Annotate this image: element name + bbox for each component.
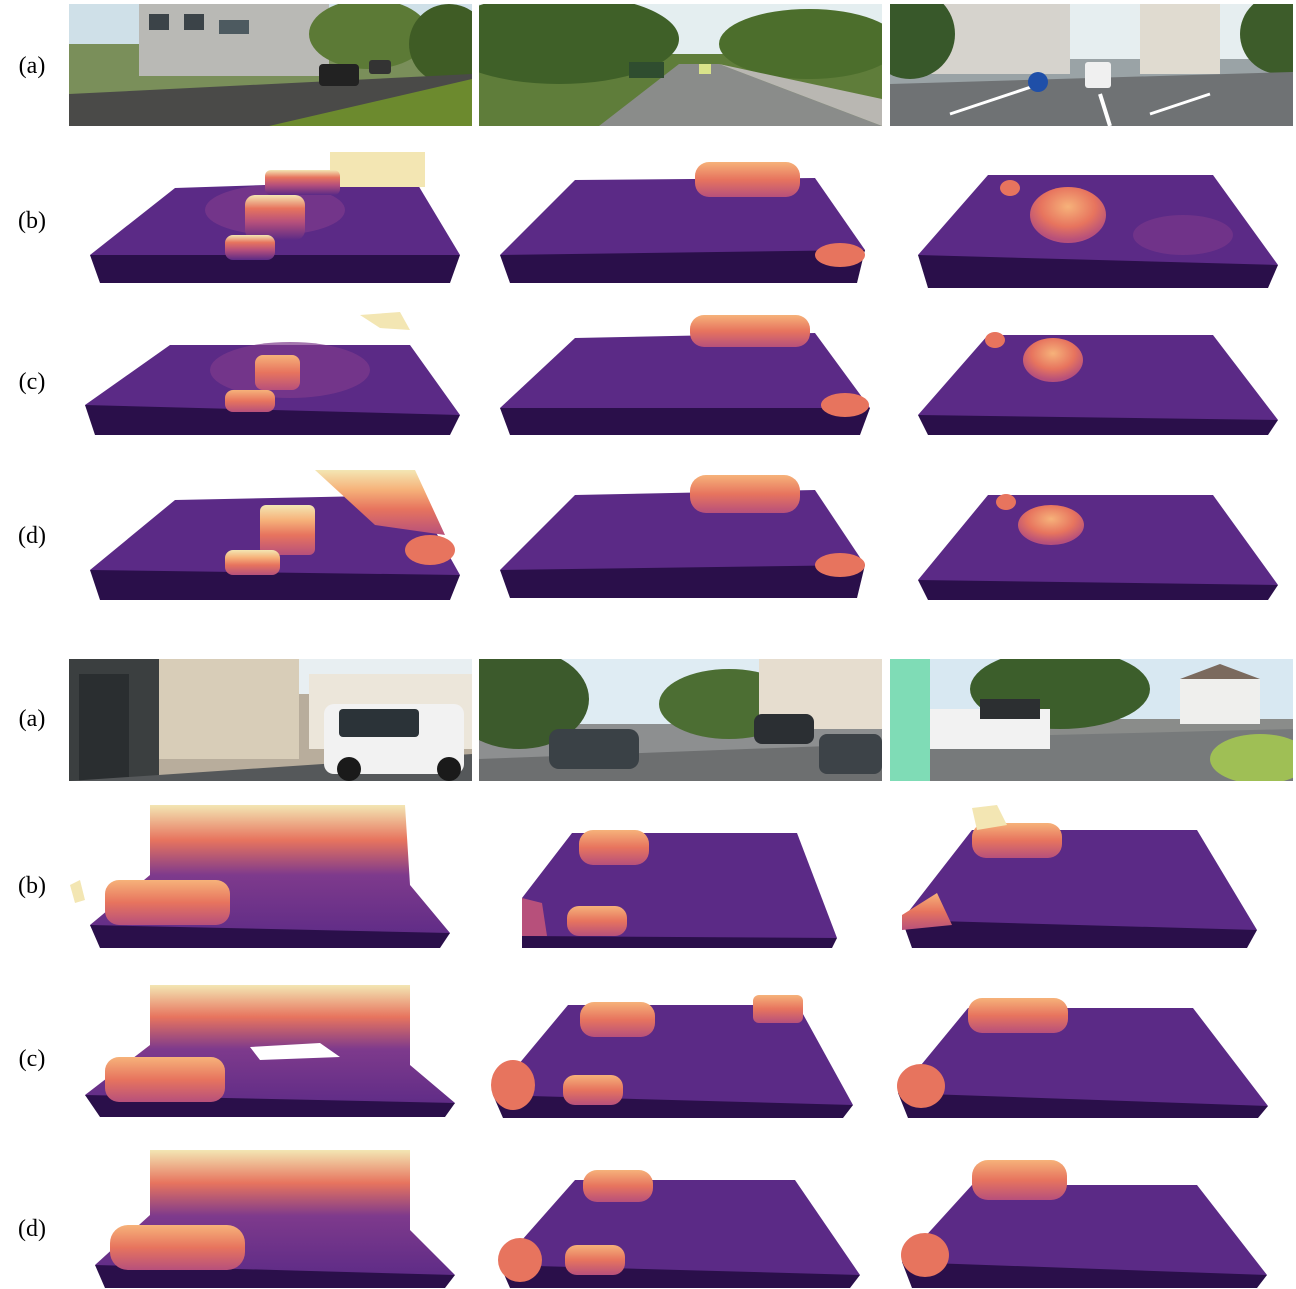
height-map	[85, 465, 465, 603]
input-image	[890, 4, 1293, 126]
height-map	[495, 470, 875, 602]
height-map	[913, 490, 1283, 602]
row-label-d: (d)	[18, 1216, 46, 1242]
height-map	[913, 325, 1283, 437]
height-map	[517, 828, 842, 948]
height-map	[70, 805, 455, 950]
row-label-b: (b)	[18, 873, 46, 899]
height-map	[80, 310, 465, 438]
height-map	[85, 150, 465, 288]
input-image	[479, 4, 882, 126]
height-map	[495, 313, 875, 438]
row-label-b: (b)	[18, 208, 46, 234]
row-label-c: (c)	[18, 369, 46, 395]
row-label-c: (c)	[18, 1046, 46, 1072]
height-map	[488, 990, 860, 1118]
input-image	[890, 659, 1293, 781]
input-image	[479, 659, 882, 781]
height-map	[897, 805, 1267, 950]
height-map	[913, 160, 1283, 288]
row-label-d: (d)	[18, 523, 46, 549]
height-map	[90, 1150, 460, 1288]
row-label-a: (a)	[18, 706, 46, 732]
height-map	[893, 988, 1273, 1118]
height-map	[897, 1150, 1277, 1288]
input-image	[69, 659, 472, 781]
row-label-a: (a)	[18, 53, 46, 79]
input-image	[69, 4, 472, 126]
height-map	[495, 1165, 870, 1288]
height-map	[80, 985, 460, 1117]
height-map	[495, 160, 875, 288]
